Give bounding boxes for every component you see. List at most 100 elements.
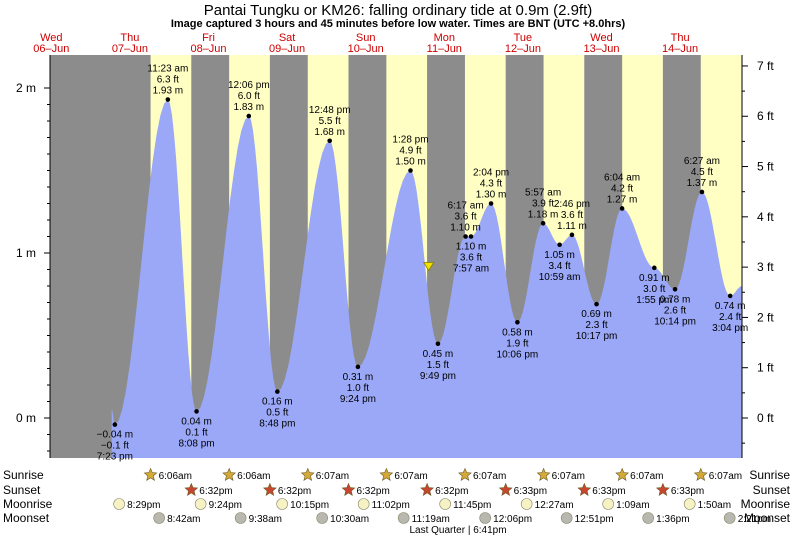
day-header-date: 07–Jun: [112, 43, 148, 55]
extreme-point: [672, 287, 678, 292]
sunset-time: 6:33pm: [514, 486, 547, 497]
day-header-dow: Fri: [202, 32, 215, 44]
extreme-label: 10:59 am: [539, 272, 581, 283]
extreme-label: 9:24 pm: [340, 394, 376, 405]
moonset-time: 9:38am: [249, 514, 282, 525]
moonset-time: 12:51pm: [575, 514, 614, 525]
day-header-date: 08–Jun: [190, 43, 226, 55]
extreme-label: 1.93 m: [153, 86, 184, 97]
sunset-icon: [341, 482, 356, 496]
extreme-label: 1.5 ft: [427, 360, 449, 371]
moonset-time: 12:06pm: [493, 514, 532, 525]
extreme-label: 1:28 pm: [392, 135, 428, 146]
day-header-date: 12–Jun: [505, 43, 541, 55]
moonrise-icon: [520, 498, 533, 510]
extreme-label: 0.78 m: [660, 294, 691, 305]
moonset-row-label: Moonset: [3, 511, 50, 525]
extreme-label: 0.69 m: [581, 309, 612, 320]
extreme-label: 1.0 ft: [347, 383, 369, 394]
day-header-date: 10–Jun: [348, 43, 384, 55]
day-header-date: 13–Jun: [583, 43, 619, 55]
sunset-time: 6:33pm: [671, 486, 704, 497]
extreme-label: 1.11 m: [557, 221, 587, 232]
moonrise-icon: [357, 498, 370, 510]
extreme-label: 3.9 ft: [532, 198, 554, 209]
day-header-dow: Wed: [40, 32, 62, 44]
extreme-label: 7:23 pm: [97, 452, 133, 463]
day-headers: Wed06–JunThu07–JunFri08–JunSat09–JunSun1…: [33, 32, 698, 55]
extreme-label: 5:57 am: [525, 187, 561, 198]
moonrise-time: 12:27am: [535, 500, 574, 511]
moon-phase-label: Last Quarter | 6:41pm: [409, 525, 506, 536]
sunset-time: 6:32pm: [356, 486, 389, 497]
extreme-label: 2.4 ft: [719, 312, 741, 323]
extreme-label: 3.4 ft: [548, 261, 570, 272]
sunrise-time: 6:07am: [316, 471, 349, 482]
extreme-label: 0.04 m: [181, 416, 212, 427]
extreme-point: [699, 189, 705, 195]
sunset-icon: [420, 482, 435, 496]
day-header-dow: Thu: [671, 32, 690, 44]
sunrise-icon: [458, 467, 472, 481]
extreme-label: 1.50 m: [395, 157, 426, 168]
moonset-icon: [316, 512, 328, 524]
extreme-label: 1.37 m: [687, 178, 718, 189]
sunset-time: 6:32pm: [435, 486, 468, 497]
extreme-point: [569, 232, 575, 238]
day-header-date: 06–Jun: [33, 43, 69, 55]
extreme-label: 3.6 ft: [460, 253, 482, 264]
extreme-label: 3:04 pm: [712, 323, 748, 334]
sunrise-time: 6:07am: [709, 471, 742, 482]
moonrise-time: 8:29pm: [127, 500, 160, 511]
extreme-point: [194, 409, 199, 414]
day-header-date: 14–Jun: [662, 43, 698, 55]
extreme-point: [515, 320, 520, 325]
extreme-label: 10:06 pm: [497, 349, 539, 360]
extreme-label: 2.3 ft: [585, 320, 607, 331]
chart-title: Pantai Tungku or KM26: falling ordinary …: [204, 2, 593, 19]
right-tick-label: 1 ft: [757, 361, 774, 375]
moonset-icon: [479, 512, 491, 524]
moonrise-time: 11:02pm: [372, 500, 410, 511]
left-tick-label: 0 m: [16, 411, 36, 425]
extreme-point: [275, 389, 280, 394]
extreme-label: 0.5 ft: [266, 408, 288, 419]
extreme-point: [435, 341, 441, 347]
day-header-dow: Sun: [356, 32, 376, 44]
extreme-label: 11:23 am: [147, 64, 188, 75]
sunrise-icon: [615, 467, 630, 481]
right-tick-label: 7 ft: [757, 59, 774, 73]
sunset-time: 6:33pm: [592, 486, 625, 497]
extreme-label: 1.30 m: [476, 190, 507, 201]
extreme-label: 10:14 pm: [654, 316, 696, 327]
extreme-point: [594, 301, 599, 307]
extreme-point: [246, 113, 252, 119]
moonrise-time: 1:50am: [698, 500, 731, 511]
extreme-point: [327, 138, 332, 144]
extreme-label: 4.3 ft: [480, 179, 502, 190]
moonset-icon: [397, 512, 410, 524]
sunrise-time: 6:07am: [394, 471, 427, 482]
day-header-dow: Tue: [514, 32, 533, 44]
extreme-label: 8:48 pm: [259, 419, 295, 430]
extreme-label: 0.1 ft: [185, 427, 207, 438]
extreme-label: 2.6 ft: [664, 305, 686, 316]
sunrise-time: 6:06am: [159, 471, 192, 482]
extreme-label: 6:27 am: [684, 156, 720, 167]
right-tick-label: 2 ft: [757, 310, 774, 324]
extreme-point: [619, 206, 625, 211]
extreme-label: 0.91 m: [639, 273, 670, 284]
sunrise-icon: [536, 467, 551, 481]
sunset-time: 6:32pm: [278, 486, 311, 497]
extreme-point: [165, 97, 171, 102]
right-tick-label: 4 ft: [757, 210, 774, 224]
extreme-label: −0.04 m: [97, 430, 133, 441]
extreme-label: 1.9 ft: [506, 338, 528, 349]
extreme-label: 1.05 m: [544, 250, 575, 261]
left-tick-label: 2 m: [16, 81, 36, 95]
day-header-dow: Mon: [434, 32, 455, 44]
moonset-icon: [723, 512, 736, 524]
extreme-label: 0.45 m: [423, 349, 454, 360]
sunset-row-label: Sunset: [3, 483, 41, 497]
moonrise-icon: [276, 498, 288, 510]
